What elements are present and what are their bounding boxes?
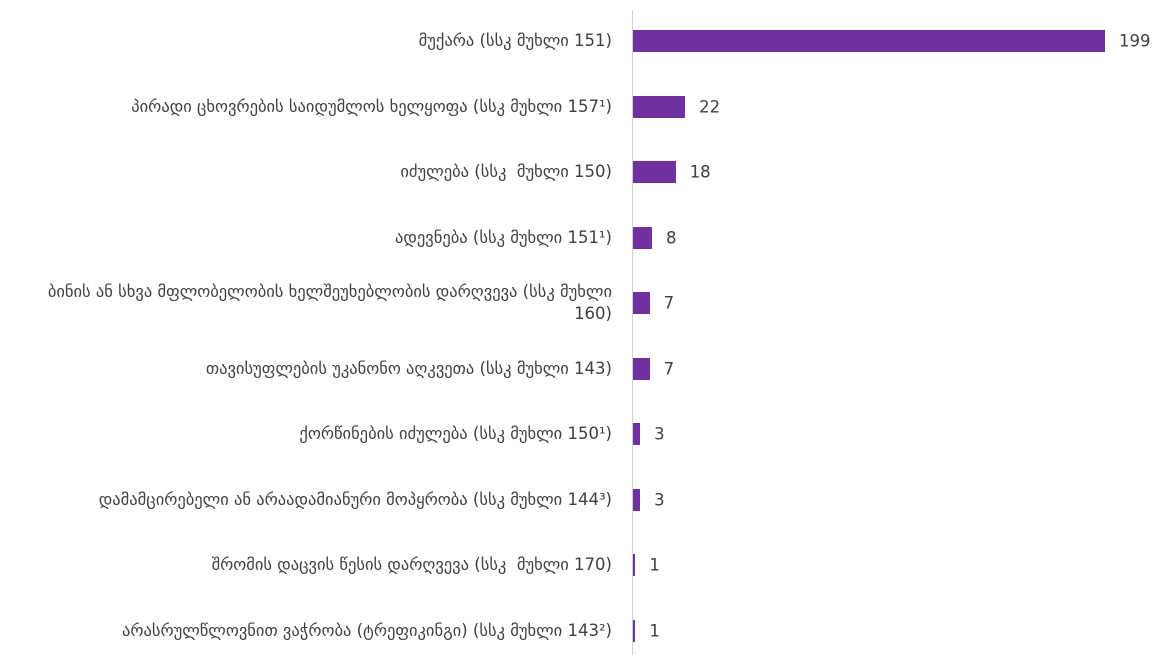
category-label: შრომის დაცვის წესის დარღვევა (სსკ მუხლი …	[211, 555, 612, 574]
bar-row: შრომის დაცვის წესის დარღვევა (სსკ მუხლი …	[0, 533, 1166, 598]
category-label: მუქარა (სსკ მუხლი 151)	[418, 31, 612, 50]
bar-row: იძულება (სსკ მუხლი 150) 18	[0, 140, 1166, 205]
value-label: 18	[689, 162, 711, 182]
value-label: 1	[649, 555, 660, 575]
value-label: 22	[699, 97, 721, 116]
bar-row: ქორწინების იძულება (სსკ მუხლი 150¹) 3	[0, 402, 1166, 467]
bar-row: პირადი ცხოვრების საიდუმლოს ხელყოფა (სსკ …	[0, 74, 1166, 139]
value-label: 8	[665, 228, 677, 247]
bar-row: დამამცირებელი ან არაადამიანური მოპყრობა …	[0, 467, 1166, 532]
bar-row: ადევნება (სსკ მუხლი 151¹) 8	[0, 205, 1166, 270]
bar-row: ბინის ან სხვა მფლობელობის ხელშეუხებლობის…	[0, 271, 1166, 336]
category-label: პირადი ცხოვრების საიდუმლოს ხელყოფა (სსკ …	[131, 96, 612, 116]
bar-row: არასრულწლოვნით ვაჭრობა (ტრეფიკინგი) (სსკ…	[0, 598, 1166, 655]
bar	[633, 226, 652, 249]
bar	[633, 161, 676, 183]
value-label: 3	[654, 424, 665, 444]
bar	[633, 292, 650, 314]
value-label: 7	[663, 359, 675, 378]
category-label: არასრულწლოვნით ვაჭრობა (ტრეფიკინგი) (სსკ…	[121, 620, 612, 640]
value-label: 7	[663, 293, 675, 313]
category-label: ადევნება (სსკ მუხლი 151¹)	[395, 227, 612, 247]
axis-line	[632, 10, 633, 655]
bar	[633, 95, 686, 118]
bar	[633, 554, 636, 576]
category-label: ბინის ან სხვა მფლობელობის ხელშეუხებლობის…	[47, 282, 618, 323]
bar-row: მუქარა (სსკ მუხლი 151) 199	[0, 9, 1166, 74]
category-label: იძულება (სსკ მუხლი 150)	[400, 162, 612, 181]
category-label: ქორწინების იძულება (სსკ მუხლი 150¹)	[299, 424, 612, 443]
bar-row: თავისუფლების უკანონო აღკვეთა (სსკ მუხლი …	[0, 336, 1166, 401]
value-label: 1	[649, 621, 660, 640]
category-label: დამამცირებელი ან არაადამიანური მოპყრობა …	[98, 489, 612, 509]
bar	[633, 357, 650, 380]
bar	[633, 30, 1105, 52]
category-label: თავისუფლების უკანონო აღკვეთა (სსკ მუხლი …	[205, 358, 612, 378]
value-label: 3	[654, 490, 665, 509]
bar	[633, 488, 641, 511]
bar	[633, 423, 641, 445]
value-label: 199	[1119, 31, 1151, 51]
bar	[633, 619, 636, 642]
